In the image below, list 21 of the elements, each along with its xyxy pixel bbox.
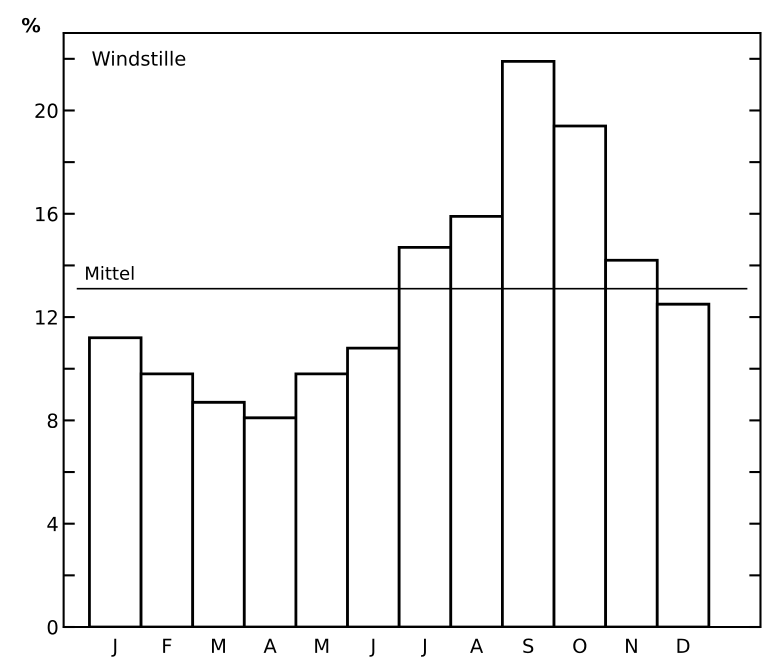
x-tick-label: J <box>369 638 374 657</box>
y-tick-label: 12 <box>36 310 57 324</box>
x-tick-label: M <box>212 638 225 653</box>
x-tick-label: O <box>573 638 586 654</box>
text: Windstille <box>92 50 186 66</box>
x-tick-label: D <box>677 638 690 653</box>
y-axis-title: % <box>22 18 40 33</box>
x-tick-label: M <box>315 638 328 653</box>
x-tick-label: A <box>470 638 484 653</box>
x-tick-label: N <box>626 638 637 653</box>
y-tick-label: 16 <box>36 206 58 222</box>
ref-line-label: Mittel <box>86 266 134 280</box>
y-tick-label: 20 <box>35 103 58 118</box>
y-tick-label: 8 <box>48 413 58 428</box>
x-tick-label: S <box>523 638 534 654</box>
y-tick-label: 0 <box>48 620 58 635</box>
x-tick-label: A <box>264 638 277 653</box>
x-tick-label: J <box>421 638 426 657</box>
x-tick-label: J <box>111 638 116 657</box>
y-tick-label: 4 <box>47 516 58 532</box>
x-tick-label: F <box>163 638 172 653</box>
